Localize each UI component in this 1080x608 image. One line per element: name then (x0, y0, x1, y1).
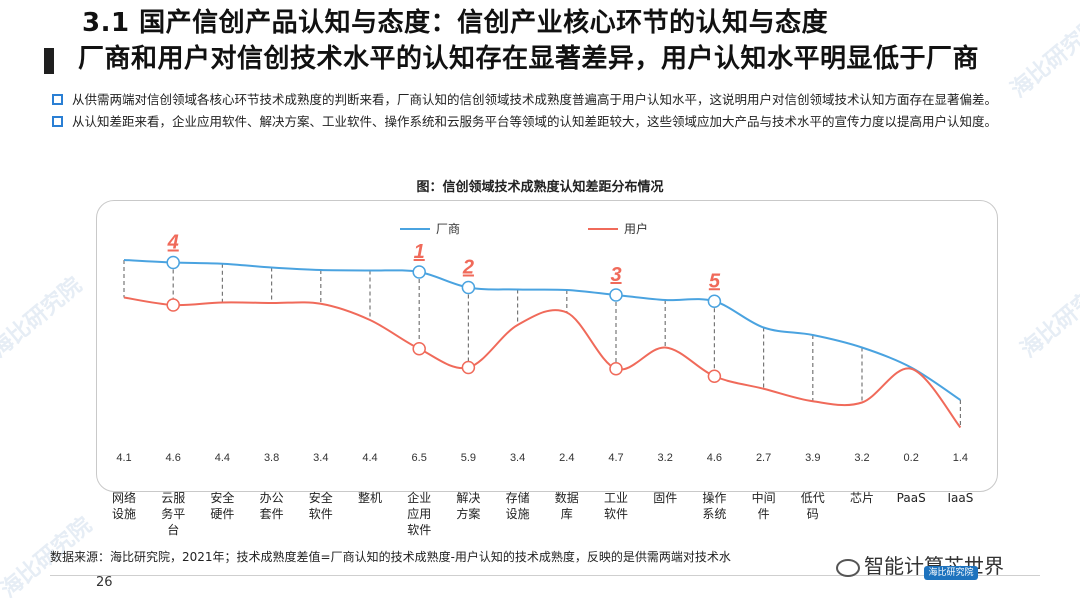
bullet-text: 从认知差距来看，企业应用软件、解决方案、工业软件、操作系统和云服务平台等领域的认… (72, 114, 998, 129)
wechat-icon (836, 558, 860, 577)
bullet-square-icon (52, 94, 63, 105)
figure-title: 图：信创领域技术成熟度认知差距分布情况 (416, 180, 664, 195)
category-label: 软件 (604, 507, 628, 521)
bullet-square-icon (52, 116, 63, 127)
line-chart: 4 1 2 3 5 厂商 用户 4.1 4.6 4.4 3.8 3.4 4.4 6.5 5.9 3.4 2.4 4… (112, 221, 973, 537)
bullet-item: 从认知差距来看，企业应用软件、解决方案、工业软件、操作系统和云服务平台等领域的认… (50, 112, 1040, 131)
title-accent-bar (44, 48, 54, 74)
category-label: 硬件 (210, 507, 234, 521)
logo: 海比研究院 (924, 566, 978, 580)
category-label: 设施 (506, 507, 530, 521)
category-label: 固件 (653, 491, 677, 505)
chart-frame (96, 200, 998, 492)
source-note: 数据来源：海比研究院，2021年；技术成熟度差值=厂商认知的技术成熟度-用户认知… (50, 550, 731, 564)
page-title: 3.1 国产信创产品认知与态度：信创产业核心环节的认知与态度 (82, 8, 829, 38)
page-subtitle: 厂商和用户对信创技术水平的认知存在显著差异，用户认知水平明显低于厂商 (78, 44, 980, 74)
gap-value-label: 2.4 (559, 452, 574, 464)
category-label: 低代 (801, 491, 825, 505)
category-label: 码 (807, 507, 819, 521)
gap-value-label: 3.2 (854, 452, 869, 464)
gap-value-label: 3.2 (658, 452, 673, 464)
category-label: 套件 (260, 507, 284, 521)
user-point-marker (609, 362, 623, 376)
category-label: 件 (758, 507, 770, 521)
category-label: 方案 (456, 506, 480, 521)
page-number: 26 (96, 575, 113, 590)
user-point-marker (412, 342, 426, 356)
category-label: 软件 (407, 523, 431, 537)
category-label: 云服 (161, 491, 185, 505)
bullet-text: 从供需两端对信创领域各核心环节技术成熟度的判断来看，厂商认知的信创领域技术成熟度… (72, 92, 998, 107)
category-label: 操作 (702, 490, 726, 505)
series-line-vendor (123, 259, 961, 401)
vendor-point-marker (461, 280, 476, 295)
category-label: 安全 (210, 490, 234, 505)
category-label: 库 (561, 506, 573, 521)
category-label: 整机 (358, 490, 382, 505)
category-label: 网络 (112, 490, 136, 505)
rank-label: 1 (414, 241, 425, 263)
gap-value-label: 0.2 (904, 452, 919, 464)
legend-label: 用户 (624, 221, 648, 236)
category-label: 务平 (161, 506, 185, 521)
category-label: 台 (167, 522, 179, 537)
vendor-point-marker (707, 294, 722, 308)
brand-caption: 智能计算芯世界 (836, 550, 1004, 579)
gap-value-label: 4.1 (116, 452, 131, 464)
user-point-marker (461, 360, 476, 375)
rank-label: 5 (709, 270, 721, 292)
category-label: 设施 (112, 507, 136, 521)
gap-value-label: 2.7 (756, 452, 771, 464)
gap-value-label: 6.5 (412, 452, 427, 464)
gap-value-label: 5.9 (461, 452, 476, 464)
category-label: 企业 (407, 490, 431, 505)
category-label: 系统 (702, 507, 726, 521)
category-label: PaaS (897, 491, 926, 505)
gap-value-label: 1.4 (953, 452, 968, 464)
gap-value-label: 3.9 (805, 452, 820, 464)
gap-value-label: 4.4 (362, 452, 377, 464)
category-label: 应用 (407, 506, 431, 521)
category-label: 解决 (456, 491, 480, 505)
vendor-point-marker (609, 288, 623, 302)
gap-value-label: 4.7 (608, 452, 623, 464)
gap-value-label: 4.6 (166, 452, 181, 464)
category-label: 安全 (309, 490, 333, 505)
rank-label: 4 (167, 232, 179, 254)
category-label: 工业 (604, 491, 628, 505)
category-label: 数据 (555, 490, 579, 505)
user-point-marker (707, 369, 722, 383)
category-label: 办公 (260, 490, 284, 505)
gap-value-label: 3.4 (313, 452, 328, 464)
user-point-marker (166, 298, 180, 312)
bullet-list: 从供需两端对信创领域各核心环节技术成熟度的判断来看，厂商认知的信创领域技术成熟度… (50, 90, 1040, 134)
bullet-item: 从供需两端对信创领域各核心环节技术成熟度的判断来看，厂商认知的信创领域技术成熟度… (50, 90, 1040, 109)
vendor-point-marker (412, 265, 426, 279)
gap-value-label: 4.6 (707, 452, 722, 464)
rank-label: 3 (610, 264, 621, 286)
category-label: IaaS (947, 491, 973, 505)
gap-value-label: 3.8 (264, 452, 279, 464)
category-label: 存储 (506, 490, 530, 505)
category-label: 中间 (752, 490, 776, 505)
rank-label: 2 (462, 257, 474, 279)
category-label: 软件 (309, 507, 333, 521)
gap-value-label: 3.4 (510, 452, 525, 464)
category-label: 芯片 (850, 491, 874, 505)
footer-divider (50, 575, 1040, 576)
vendor-point-marker (166, 255, 180, 270)
series-line-user (123, 296, 962, 429)
gap-value-label: 4.4 (215, 452, 230, 464)
legend-label: 厂商 (436, 221, 460, 236)
